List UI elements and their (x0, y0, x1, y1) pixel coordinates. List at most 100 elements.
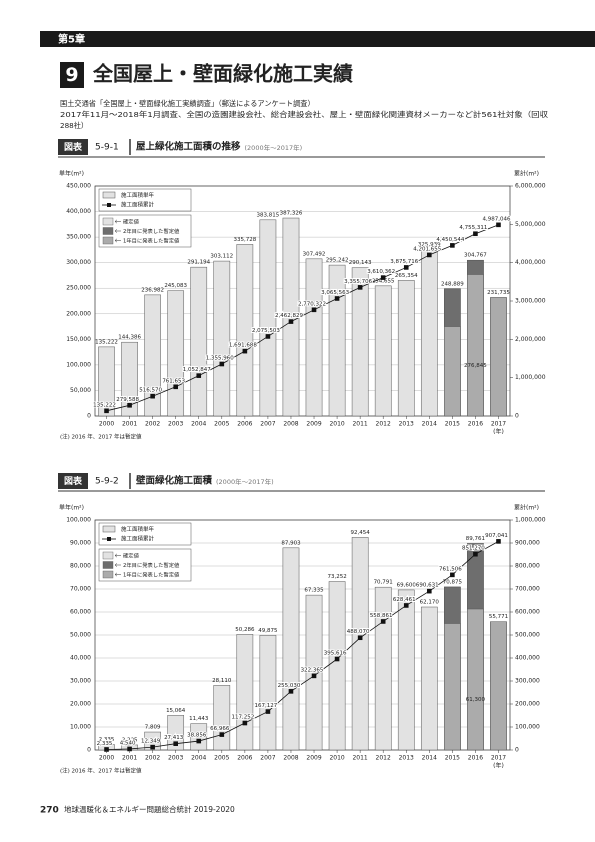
legend-box (98, 188, 192, 212)
cumulative-marker (496, 222, 501, 228)
source-line: 2017年11月～2018年1月調査、全国の造園建設会社、総合建設会社、屋上・壁… (60, 110, 548, 119)
y2-tick-label: 0 (515, 413, 519, 420)
cumulative-marker (311, 673, 317, 679)
x-tick-label: 2009 (306, 755, 321, 762)
cumulative-value-label: 27,413 (164, 735, 184, 741)
cumulative-value-label: 2,462,829 (275, 313, 303, 319)
figure-number: 5-9-1 (95, 143, 119, 153)
bar (213, 260, 231, 417)
status-swatch (102, 227, 114, 235)
cumulative-marker (403, 603, 409, 608)
status-arrow (114, 229, 121, 233)
x-tick-label: 2007 (260, 421, 275, 428)
x-tick-label: 2006 (237, 421, 252, 428)
y-tick-label: 200,000 (66, 310, 91, 317)
chapter: 第5章 (58, 33, 85, 46)
status-label: 確定値 (123, 217, 140, 225)
cumulative-marker (357, 285, 363, 290)
bar-value-label: 55,771 (489, 614, 508, 620)
cumulative-value-label: 3,355,706 (344, 279, 372, 285)
cumulative-value-label: 117,252 (231, 715, 254, 721)
bar-value-label: 50,286 (235, 627, 255, 633)
y2-tick-label: 900,000 (515, 540, 540, 547)
y2-tick-label: 3,000,000 (515, 298, 546, 305)
legend-swatch (102, 191, 116, 199)
cumulative-marker (288, 689, 294, 694)
y2-tick-label: 200,000 (515, 701, 540, 708)
x-tick-label: 2011 (352, 755, 367, 762)
section-number: 9 (65, 64, 78, 86)
bar-value-label: 69,600 (397, 582, 417, 588)
cumulative-marker (403, 265, 409, 270)
cumulative-value-label: 66,966 (210, 726, 230, 732)
cumulative-value-label: 322,365 (301, 667, 324, 673)
y-tick-label: 10,000 (70, 724, 91, 731)
bar-value-label: 89,761 (466, 536, 485, 542)
cumulative-value-label: 907,041 (485, 533, 508, 539)
cumulative-marker (219, 361, 225, 367)
x-tick-label: 2002 (145, 755, 160, 762)
bar (420, 606, 438, 751)
plot-frame (94, 185, 511, 417)
bar-value-label: 307,492 (303, 251, 326, 257)
bar-value-label: 49,875 (258, 628, 278, 634)
cumulative-value-label: 135,222 (93, 402, 116, 408)
x-tick-label: 2000 (99, 421, 114, 428)
y2-tick-label: 800,000 (515, 563, 540, 570)
y-tick-label: 60,000 (70, 609, 91, 616)
source-line: 288社） (60, 121, 88, 130)
bar (305, 258, 323, 417)
cumulative-marker (127, 402, 132, 408)
cumulative-marker (150, 393, 155, 399)
x-tick-label: 2015 (445, 755, 460, 762)
chapter-band (40, 31, 595, 47)
bar-value-label: 135,222 (95, 339, 118, 345)
cumulative-value-label: 395,616 (324, 651, 347, 657)
chart-note: (注) 2016 年、2017 年は暫定値 (60, 433, 142, 441)
y2-axis-label: 累計(m²) (514, 504, 539, 512)
bar (374, 586, 392, 751)
cumulative-marker (288, 319, 294, 324)
status-swatch (102, 551, 114, 560)
cumulative-marker (127, 746, 132, 752)
bar (397, 280, 415, 417)
y2-axis-label: 累計(m²) (514, 170, 539, 178)
bar-value-label: 70,791 (374, 580, 393, 586)
bar (259, 635, 277, 751)
y2-tick-label: 500,000 (515, 632, 540, 639)
cumulative-marker (265, 709, 271, 714)
x-tick-label: 2004 (191, 755, 206, 762)
x-tick-label: 2012 (376, 755, 391, 762)
bar-value-label: 236,982 (141, 287, 164, 293)
x-tick-label: 2017 (491, 755, 506, 762)
cumulative-marker (265, 334, 271, 339)
x-tick-label: 2016 (468, 755, 483, 762)
y2-tick-label: 300,000 (515, 678, 540, 685)
provisional-bar (490, 297, 507, 417)
cumulative-value-label: 1,052,847 (183, 367, 211, 373)
bar-value-label: 11,443 (189, 716, 209, 722)
y-tick-label: 70,000 (70, 586, 91, 593)
status-legend-box (98, 214, 192, 248)
x-tick-label: 2008 (283, 755, 298, 762)
status-arrow (114, 572, 121, 577)
provisional-value-label: 276,845 (464, 363, 487, 369)
x-tick-label: 2001 (122, 421, 137, 428)
y-tick-label: 450,000 (66, 183, 91, 190)
status-arrow (114, 563, 121, 567)
bar (374, 285, 392, 417)
cumulative-marker (219, 732, 225, 737)
book-title: 地球温暖化＆エネルギー問題総合統計 2019-2020 (64, 804, 235, 814)
y2-tick-label: 1,000,000 (515, 374, 546, 381)
figure-number: 5-9-2 (95, 477, 119, 487)
cumulative-value-label: 1,355,960 (206, 356, 234, 362)
status-arrow (114, 238, 121, 243)
y-tick-label: 50,000 (70, 387, 91, 394)
legend-marker (107, 537, 111, 541)
y-tick-label: 100,000 (66, 517, 91, 524)
cumulative-marker (173, 741, 178, 746)
figure-label: 図表 (64, 141, 83, 153)
bar-value-label: 73,252 (327, 574, 346, 580)
provisional-bar (444, 326, 461, 417)
cumulative-marker (311, 307, 317, 313)
